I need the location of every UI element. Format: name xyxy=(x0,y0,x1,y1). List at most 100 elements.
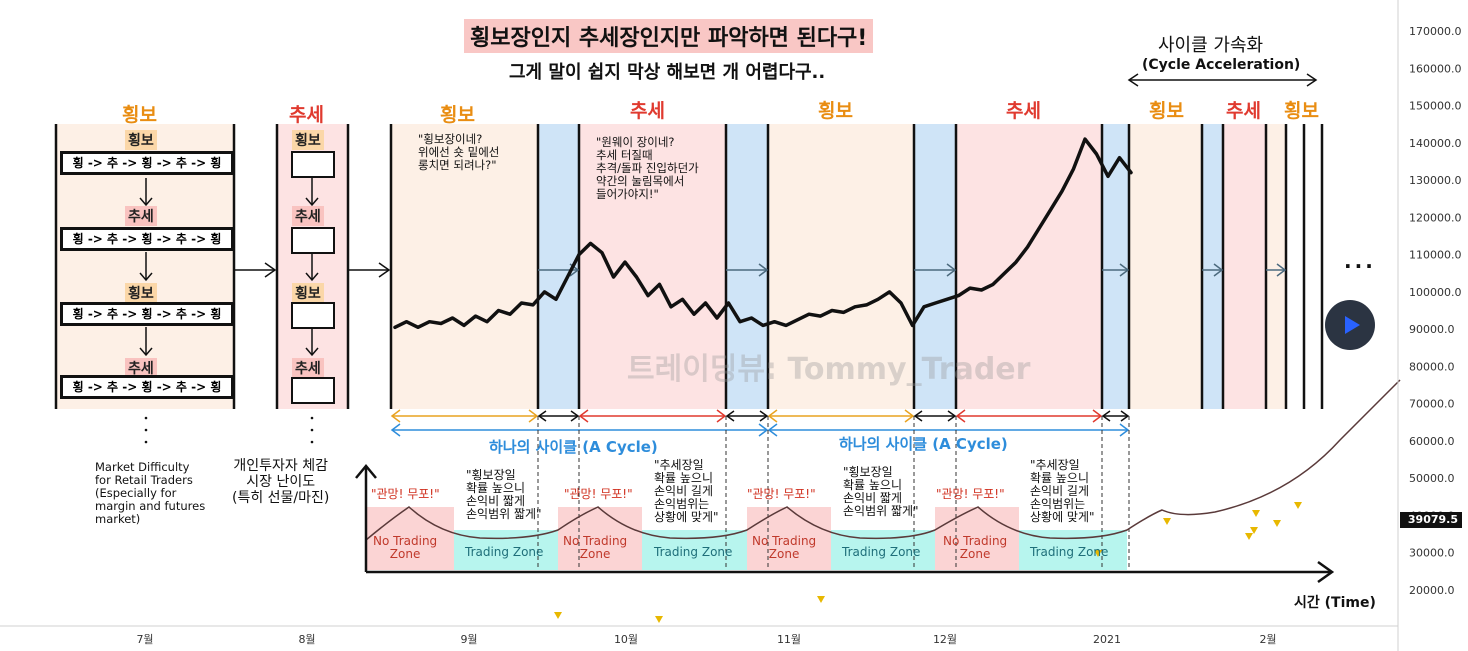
current-price-tag: 39079.5 xyxy=(1400,512,1462,528)
x-tick-label: 10월 xyxy=(614,633,638,646)
region-trans-3 xyxy=(914,124,956,409)
trend-quote: "원웨이 장이네? 추세 터질때 추격/돌파 진입하던가 약간의 눌림목에서 들… xyxy=(596,135,699,201)
phase-label-trend: 추세 xyxy=(289,104,324,126)
phase-label-side: 횡보 xyxy=(1284,100,1319,122)
x-tick-label: 12월 xyxy=(933,633,957,646)
market-difficulty-label: Market Difficulty for Retail Traders (Es… xyxy=(95,460,206,526)
y-tick-label: 90000.0 xyxy=(1409,323,1455,336)
difficulty-axes xyxy=(355,464,1335,584)
phase-label-trend: 추세 xyxy=(630,100,665,122)
sideways-caption: "횡보장일 확률 높으니 손익비 짧게 손익범위 짧게" xyxy=(843,465,919,518)
sequence-box: 횡 -> 추 -> 횡 -> 추 -> 횡 xyxy=(60,151,234,175)
sub-label-trend: 추세 xyxy=(292,206,324,226)
y-tick-label: 110000.0 xyxy=(1409,249,1462,262)
sub-label-trend: 추세 xyxy=(125,206,157,226)
panic-label: "관망! 무포!" xyxy=(747,487,816,501)
y-tick-label: 60000.0 xyxy=(1409,435,1455,448)
region-trans-2 xyxy=(726,124,768,409)
no-trading-zone-label: No Trading Zone xyxy=(943,534,1008,561)
panic-label: "관망! 무포!" xyxy=(371,487,440,501)
cycle-label: 하나의 사이클 (A Cycle) xyxy=(839,435,1008,453)
y-tick-label: 100000.0 xyxy=(1409,286,1462,299)
phase-regions xyxy=(56,124,1286,409)
page-title: 횡보장인지 추세장인지만 파악하면 된다구! xyxy=(464,19,874,53)
x-tick-label: 8월 xyxy=(298,633,315,646)
sub-label-trend: 추세 xyxy=(292,358,324,378)
y-tick-label: 150000.0 xyxy=(1409,100,1462,113)
y-tick-label: 20000.0 xyxy=(1409,584,1455,597)
price-line xyxy=(393,137,1133,330)
x-tick-label: 2021 xyxy=(1093,633,1121,646)
down-arrows xyxy=(139,178,319,357)
region-side-4 xyxy=(768,124,914,409)
sub-label-side: 횡보 xyxy=(125,130,157,150)
more-dots: ··· xyxy=(1344,254,1376,278)
flow-arrows xyxy=(234,262,391,278)
difficulty-curve xyxy=(365,379,1401,541)
sequence-box: 횡 -> 추 -> 횡 -> 추 -> 횡 xyxy=(60,227,234,251)
sub-label-trend: 추세 xyxy=(125,358,157,378)
phase-label-side: 횡보 xyxy=(440,104,475,126)
phase-label-side: 횡보 xyxy=(818,100,853,122)
empty-box xyxy=(291,302,335,329)
sub-label-side: 횡보 xyxy=(292,130,324,150)
phase-label-trend: 추세 xyxy=(1006,100,1041,122)
play-button[interactable] xyxy=(1325,300,1375,350)
panic-label: "관망! 무포!" xyxy=(564,487,633,501)
panic-label: "관망! 무포!" xyxy=(936,487,1005,501)
cycle-acceleration-arrow xyxy=(1127,73,1318,87)
phase-label-trend: 추세 xyxy=(1226,100,1261,122)
region-side-3 xyxy=(391,124,538,409)
sub-label-side: 횡보 xyxy=(292,283,324,303)
watermark: 트레이딩뷰: Tommy_Trader xyxy=(627,352,1031,387)
time-axis-label: 시간 (Time) xyxy=(1294,595,1376,611)
region-trans-5 xyxy=(1202,124,1223,409)
trading-zone-label: Trading Zone xyxy=(1030,545,1109,559)
dashed-guides xyxy=(537,416,1130,570)
trading-zone-label: Trading Zone xyxy=(654,545,733,559)
y-tick-label: 80000.0 xyxy=(1409,360,1455,373)
region-trend-2 xyxy=(956,124,1102,409)
trend-caption: "추세장일 확률 높으니 손익비 길게 손익범위는 상황에 맞게" xyxy=(654,458,719,524)
region-side-6 xyxy=(1266,124,1286,409)
y-tick-label: 170000.0 xyxy=(1409,25,1462,38)
region-side-5 xyxy=(1129,124,1202,409)
divider-lines xyxy=(54,124,1324,409)
no-trading-zone-label: No Trading Zone xyxy=(373,534,438,561)
trading-zone-label: Trading Zone xyxy=(465,545,544,559)
region-trend-1 xyxy=(579,124,726,409)
cycle-acceleration-subtitle: (Cycle Acceleration) xyxy=(1142,57,1301,73)
no-trading-zone-label: No Trading Zone xyxy=(563,534,628,561)
cycle-acceleration-title: 사이클 가속화 xyxy=(1158,35,1264,56)
y-tick-label: 30000.0 xyxy=(1409,547,1455,560)
y-axis-ticks: 170000.0 160000.0 150000.0 140000.0 130000.0… xyxy=(1409,25,1462,597)
empty-box xyxy=(291,227,335,254)
event-markers xyxy=(554,502,1302,623)
sequence-box: 횡 -> 추 -> 횡 -> 추 -> 횡 xyxy=(60,302,234,326)
x-tick-label: 2월 xyxy=(1259,633,1276,646)
y-tick-label: 50000.0 xyxy=(1409,472,1455,485)
x-tick-label: 7월 xyxy=(136,633,153,646)
y-tick-label: 140000.0 xyxy=(1409,137,1462,150)
empty-box xyxy=(291,377,335,404)
continuation-dots xyxy=(144,416,314,444)
y-tick-label: 120000.0 xyxy=(1409,211,1462,224)
sequence-box: 횡 -> 추 -> 횡 -> 추 -> 횡 xyxy=(60,375,234,399)
sub-label-side: 횡보 xyxy=(125,283,157,303)
x-axis-ticks: 7월 8월 9월 10월 11월 12월 2021 2월 xyxy=(136,633,1276,646)
cycle-label: 하나의 사이클 (A Cycle) xyxy=(489,438,658,456)
phase-label-side: 횡보 xyxy=(122,104,157,126)
y-tick-label: 160000.0 xyxy=(1409,62,1462,75)
trend-caption: "추세장일 확률 높으니 손익비 길게 손익범위는 상황에 맞게" xyxy=(1030,458,1095,524)
no-trading-zone-label: No Trading Zone xyxy=(752,534,817,561)
y-tick-label: 130000.0 xyxy=(1409,174,1462,187)
y-tick-label: 70000.0 xyxy=(1409,398,1455,411)
trading-zone-label: Trading Zone xyxy=(842,545,921,559)
page-subtitle: 그게 말이 쉽지 막상 해보면 개 어렵다구.. xyxy=(509,62,826,83)
sideways-quote: "횡보장이네? 위에선 숏 밑에선 롱치면 되려나?" xyxy=(418,132,500,172)
phase-label-side: 횡보 xyxy=(1149,100,1184,122)
x-tick-label: 11월 xyxy=(777,633,801,646)
range-arrows xyxy=(390,409,1130,437)
sideways-caption: "횡보장일 확률 높으니 손익비 짧게 손익범위 짧게" xyxy=(466,468,542,521)
